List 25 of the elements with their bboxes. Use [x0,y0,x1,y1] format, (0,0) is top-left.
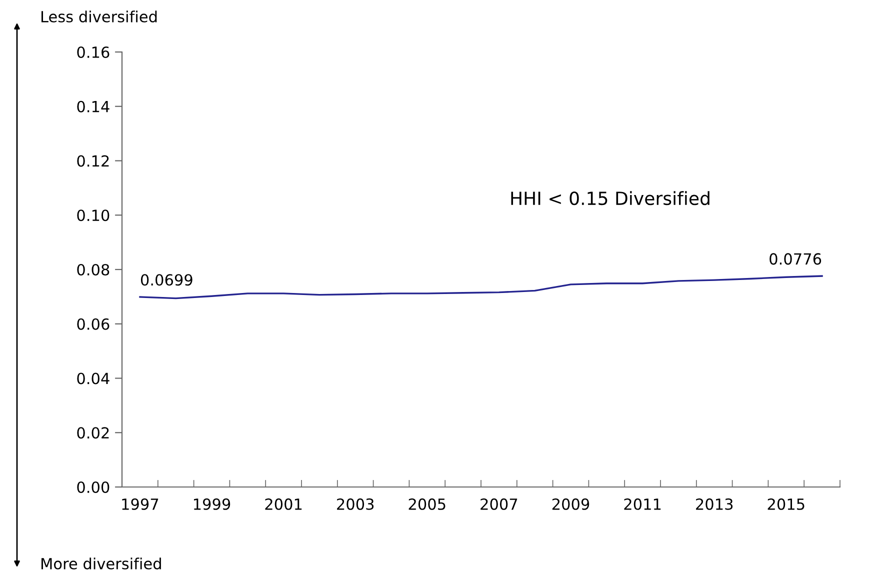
x-tick-label: 2015 [768,498,804,510]
y-tick-label: 0.02 [77,427,109,439]
x-tick-label: 2013 [696,498,733,510]
data-label: 0.0776 [770,253,822,265]
y-tick-label: 0.08 [77,264,110,276]
y-tick-label: 0.12 [77,155,109,167]
x-tick-label: 2011 [624,498,661,510]
x-tick-label: 2009 [552,498,590,510]
y-tick-label: 0.00 [77,481,110,494]
y-tick-label: 0.10 [77,210,110,222]
text: More diversified [42,558,161,570]
annotation: HHI < 0.15 Diversified [511,191,710,206]
text: Less diversified [42,10,157,22]
x-tick-label: 2007 [480,498,518,510]
line-series [139,275,823,300]
y-tick-label: 0.04 [77,372,110,384]
x-tick-label: 2005 [408,498,446,510]
y-tick-label: 0.14 [77,100,110,112]
y-tick-label: 0.06 [77,318,110,330]
x-tick-label: 2003 [337,498,374,510]
x-tick-label: 1997 [122,498,158,510]
x-tick-label: 1999 [194,498,230,510]
data-label: 0.0699 [140,274,192,286]
x-tick-label: 2001 [265,498,302,510]
y-tick-label: 0.16 [77,46,110,58]
